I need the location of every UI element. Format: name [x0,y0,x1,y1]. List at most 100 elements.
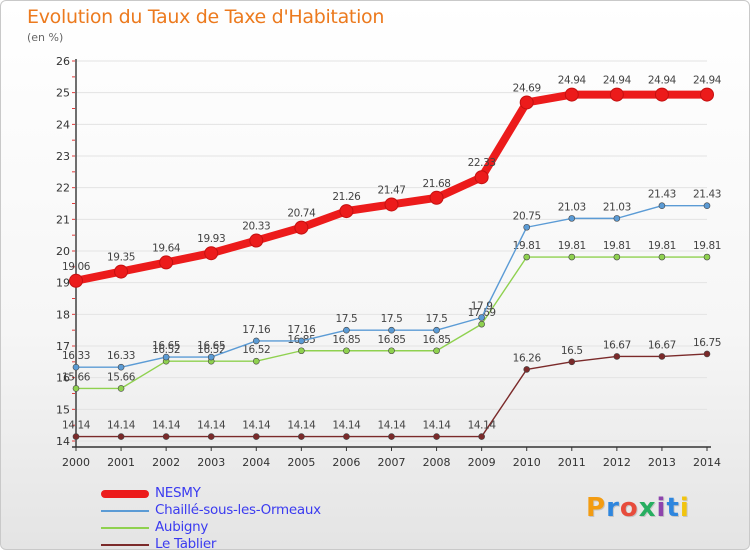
proxiti-logo: Proxiti [586,493,690,523]
data-point [117,433,125,440]
y-tick-label: 16 [56,372,70,385]
data-label: 15.66 [107,371,136,383]
x-tick-label: 2011 [558,456,586,469]
data-point [298,433,305,440]
data-point [478,314,485,321]
data-point [339,204,354,219]
chart-title: Evolution du Taux de Taxe d'Habitation [27,6,385,28]
data-point [162,353,170,361]
data-label: 19.81 [513,240,541,252]
data-label: 16.52 [242,344,270,356]
data-point [207,353,215,361]
data-point [568,215,576,222]
data-label: 14.14 [287,420,316,432]
data-point [613,353,621,360]
data-point [613,253,621,261]
data-label: 14.14 [377,420,406,432]
data-label: 14.14 [152,420,181,432]
data-point [298,337,305,345]
data-label: 16.52 [197,344,225,356]
y-tick-label: 25 [56,87,70,100]
data-point [388,347,395,355]
data-point [613,215,621,222]
data-point [523,366,531,373]
y-tick-label: 17 [56,340,70,353]
data-point [523,223,531,231]
data-label: 16.52 [152,344,180,356]
x-tick-label: 2005 [287,456,315,469]
data-point [523,253,531,261]
data-point [204,246,219,261]
x-tick-label: 2009 [468,456,496,469]
data-label: 17.9 [471,301,493,313]
data-point [117,385,125,392]
data-point [433,347,440,355]
data-label: 14.14 [468,420,497,432]
data-label: 17.16 [287,324,316,336]
data-point [654,87,669,102]
y-tick-label: 23 [56,150,70,163]
x-tick-label: 2006 [332,456,360,469]
data-point [384,197,399,212]
x-tick-label: 2012 [603,456,631,469]
legend-swatch [101,543,149,546]
data-point [700,87,714,102]
data-label: 16.67 [648,339,676,351]
data-label: 15.66 [62,371,91,383]
x-tick-label: 2000 [62,456,90,469]
x-tick-label: 2003 [197,456,225,469]
legend-item: Le Tablier [101,536,321,549]
data-point [343,433,350,440]
data-label: 16.65 [197,340,225,352]
legend-swatch [101,526,149,529]
x-tick-label: 2007 [378,456,406,469]
data-label: 14.14 [332,420,361,432]
legend-swatch [101,509,149,512]
data-label: 14.14 [107,420,136,432]
data-label: 16.26 [513,352,542,364]
data-point [207,433,215,440]
data-label: 19.06 [62,261,91,273]
data-point [658,353,666,360]
data-point [249,233,264,248]
data-point [117,363,125,371]
data-label: 17.5 [426,313,448,325]
data-point [703,202,711,210]
data-label: 21.03 [603,201,631,213]
data-label: 17.69 [468,307,496,319]
data-point [294,220,309,235]
data-point [388,433,395,440]
data-point [658,202,666,210]
data-label: 19.81 [558,240,586,252]
data-label: 20.74 [287,208,316,220]
data-label: 20.75 [513,210,541,222]
data-point [429,190,444,205]
y-tick-label: 18 [56,308,70,321]
data-point [433,433,440,440]
y-tick-label: 22 [56,182,70,195]
data-label: 24.94 [648,75,677,87]
data-label: 19.81 [693,240,721,252]
data-label: 21.26 [332,191,361,203]
x-tick-label: 2014 [693,456,721,469]
legend: NESMY Chaillé-sous-les-Ormeaux Aubigny Le T… [101,485,321,549]
data-label: 14.14 [423,420,452,432]
y-tick-label: 26 [56,55,70,68]
data-point [478,320,485,328]
data-point [114,264,129,279]
data-point [703,350,711,358]
data-label: 22.33 [468,157,496,169]
y-tick-label: 21 [56,213,70,226]
y-tick-label: 24 [56,118,70,131]
data-label: 17.16 [242,324,271,336]
data-label: 19.93 [197,233,225,245]
data-label: 14.14 [197,420,226,432]
data-point [658,253,666,261]
data-label: 16.75 [693,337,721,349]
data-label: 16.85 [377,334,405,346]
data-label: 16.5 [561,345,583,357]
data-label: 19.81 [603,240,631,252]
data-point [252,357,260,365]
data-label: 20.33 [242,221,270,233]
